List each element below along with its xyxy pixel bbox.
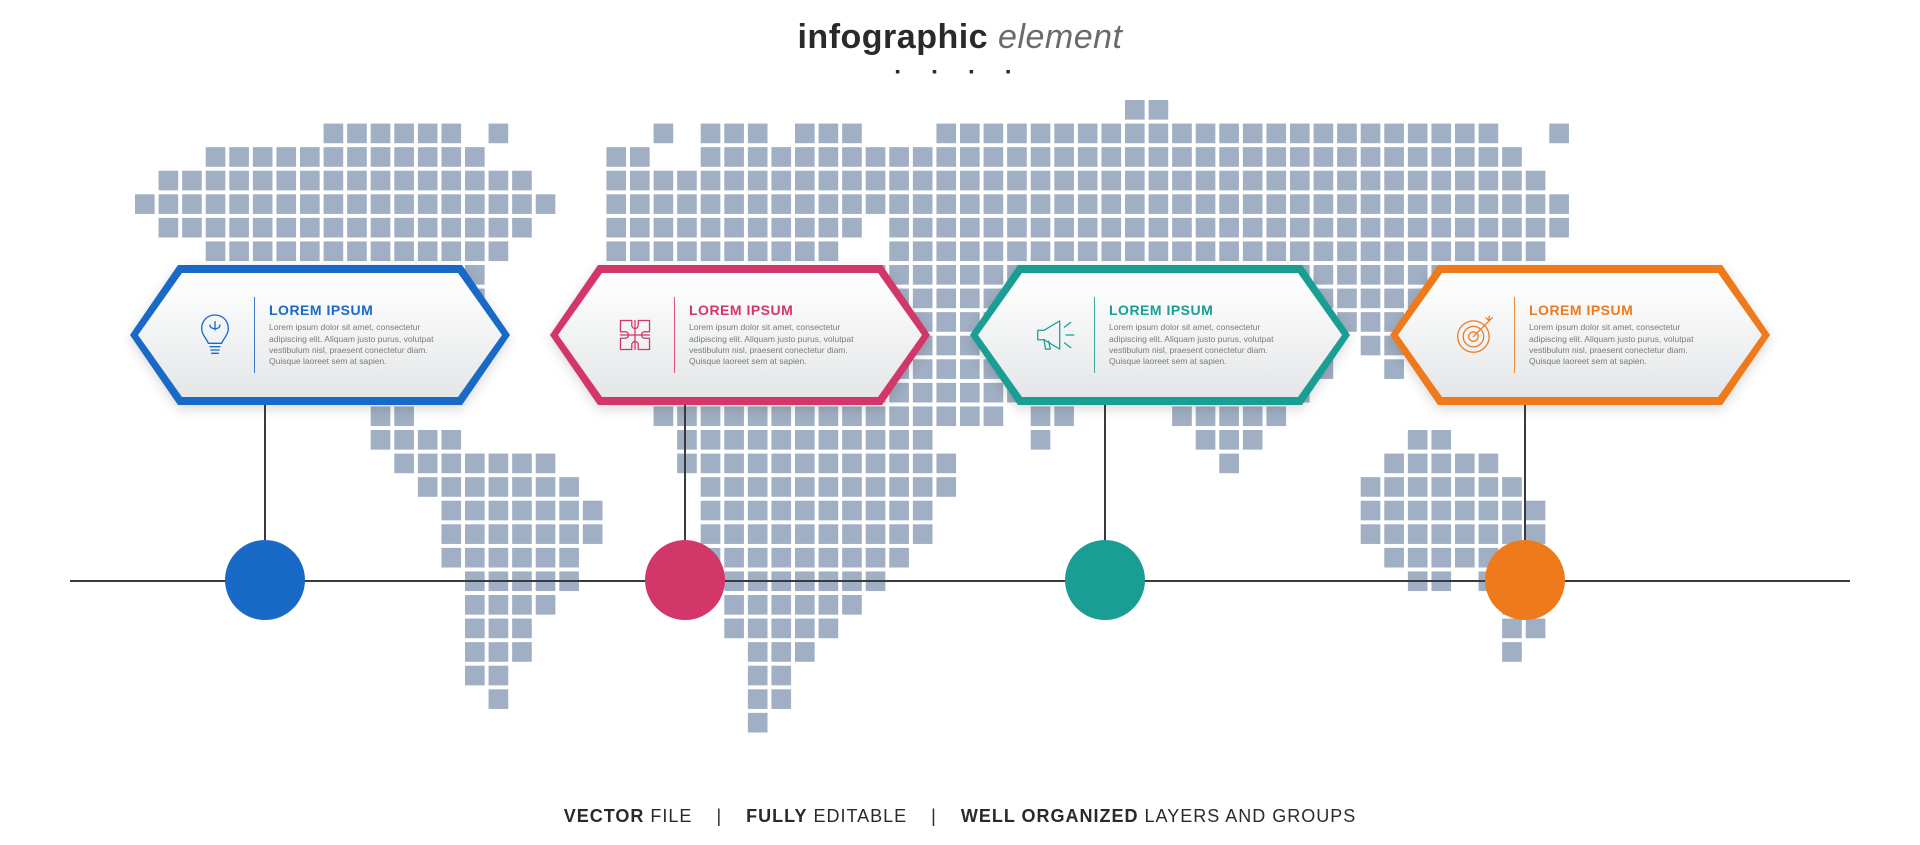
timeline-node <box>645 540 725 620</box>
card-content: LOREM IPSUM Lorem ipsum dolor sit amet, … <box>1030 283 1300 387</box>
megaphone-icon <box>1030 300 1080 370</box>
card-title: LOREM IPSUM <box>269 302 460 318</box>
megaphone-icon <box>1033 315 1077 355</box>
card-text: LOREM IPSUM Lorem ipsum dolor sit amet, … <box>689 302 880 368</box>
card-text: LOREM IPSUM Lorem ipsum dolor sit amet, … <box>1109 302 1300 368</box>
card-title: LOREM IPSUM <box>1529 302 1720 318</box>
card-content: LOREM IPSUM Lorem ipsum dolor sit amet, … <box>1450 283 1720 387</box>
card-divider <box>674 297 675 373</box>
lightbulb-icon <box>195 309 235 361</box>
timeline-steps: LOREM IPSUM Lorem ipsum dolor sit amet, … <box>0 0 1920 845</box>
step-3: LOREM IPSUM Lorem ipsum dolor sit amet, … <box>970 265 1350 405</box>
target-icon <box>1450 300 1500 370</box>
card-body: Lorem ipsum dolor sit amet, consectetur … <box>1109 322 1300 368</box>
puzzle-icon <box>610 300 660 370</box>
step-card: LOREM IPSUM Lorem ipsum dolor sit amet, … <box>970 265 1350 405</box>
step-card: LOREM IPSUM Lorem ipsum dolor sit amet, … <box>1390 265 1770 405</box>
card-body: Lorem ipsum dolor sit amet, consectetur … <box>269 322 460 368</box>
card-content: LOREM IPSUM Lorem ipsum dolor sit amet, … <box>610 283 880 387</box>
card-title: LOREM IPSUM <box>1109 302 1300 318</box>
timeline-node <box>1485 540 1565 620</box>
card-divider <box>1094 297 1095 373</box>
step-card: LOREM IPSUM Lorem ipsum dolor sit amet, … <box>130 265 510 405</box>
card-title: LOREM IPSUM <box>689 302 880 318</box>
step-2: LOREM IPSUM Lorem ipsum dolor sit amet, … <box>550 265 930 405</box>
step-4: LOREM IPSUM Lorem ipsum dolor sit amet, … <box>1390 265 1770 405</box>
step-card: LOREM IPSUM Lorem ipsum dolor sit amet, … <box>550 265 930 405</box>
card-divider <box>1514 297 1515 373</box>
timeline-node <box>1065 540 1145 620</box>
card-text: LOREM IPSUM Lorem ipsum dolor sit amet, … <box>1529 302 1720 368</box>
timeline-node <box>225 540 305 620</box>
card-content: LOREM IPSUM Lorem ipsum dolor sit amet, … <box>190 283 460 387</box>
card-text: LOREM IPSUM Lorem ipsum dolor sit amet, … <box>269 302 460 368</box>
step-1: LOREM IPSUM Lorem ipsum dolor sit amet, … <box>130 265 510 405</box>
card-body: Lorem ipsum dolor sit amet, consectetur … <box>689 322 880 368</box>
lightbulb-icon <box>190 300 240 370</box>
card-body: Lorem ipsum dolor sit amet, consectetur … <box>1529 322 1720 368</box>
target-icon <box>1453 313 1497 357</box>
card-divider <box>254 297 255 373</box>
puzzle-icon <box>614 314 656 356</box>
